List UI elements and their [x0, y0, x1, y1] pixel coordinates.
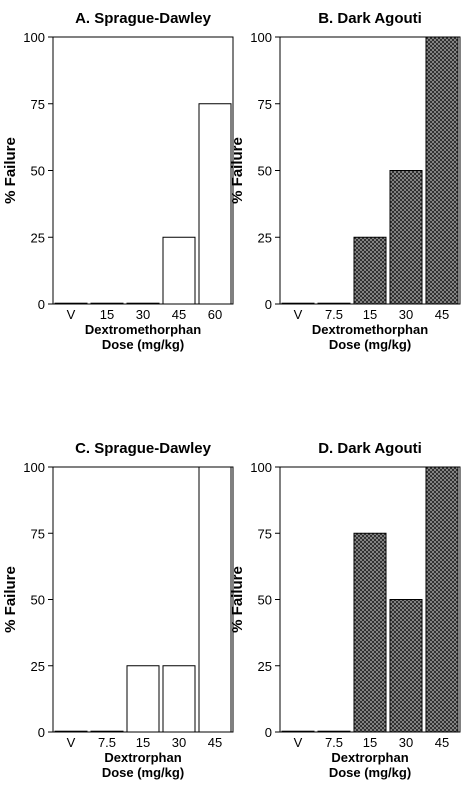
x-tick-label: 60 [208, 307, 222, 322]
x-axis-label: Dextromethorphan [85, 322, 201, 337]
y-tick-label: 75 [31, 97, 45, 112]
y-tick-label: 0 [265, 725, 272, 740]
x-tick-label: V [294, 735, 303, 750]
bar [425, 466, 459, 733]
chart-title: B. Dark Agouti [318, 10, 422, 27]
bar [425, 36, 459, 305]
x-tick-label: 45 [435, 307, 449, 322]
y-axis-label: % Failure [2, 137, 19, 204]
bar [281, 730, 315, 733]
chart-svg: A. Sprague-Dawley 0 25 50 75 100 % Failure V 15 3… [2, 10, 234, 352]
bar [90, 302, 124, 305]
bar [281, 302, 315, 305]
chart-svg: C. Sprague-Dawley 0 25 50 75 100 % Failure V 7.5… [2, 440, 234, 780]
chart-panel-a: A. Sprague-Dawley 0 25 50 75 100 % Failure V 15 3… [0, 0, 237, 370]
y-tick-label: 100 [250, 30, 272, 45]
chart-title: D. Dark Agouti [318, 440, 422, 457]
x-tick-label: 15 [363, 735, 377, 750]
x-tick-label: 45 [435, 735, 449, 750]
x-axis-label: Dextromethorphan [312, 322, 428, 337]
bar [198, 103, 232, 305]
y-tick-label: 0 [38, 297, 45, 312]
bar [389, 599, 423, 733]
bar [353, 236, 387, 305]
x-tick-label: 30 [136, 307, 150, 322]
x-tick-label: V [67, 735, 76, 750]
bar [317, 302, 351, 305]
x-tick-label: 30 [399, 735, 413, 750]
chart-svg: B. Dark Agouti 0 25 50 75 100 % Failure V 7.5 15 3… [229, 10, 461, 352]
y-tick-label: 50 [31, 593, 45, 608]
y-tick-label: 25 [31, 230, 45, 245]
y-tick-label: 75 [258, 97, 272, 112]
x-axis-label: Dose (mg/kg) [102, 765, 184, 780]
x-tick-label: 7.5 [325, 307, 343, 322]
bar [126, 665, 160, 733]
x-tick-label: 7.5 [98, 735, 116, 750]
y-tick-label: 50 [258, 164, 272, 179]
bar [198, 466, 232, 733]
chart-panel-d: D. Dark Agouti 0 25 50 75 100 % Failure V 7.5 15 3… [229, 418, 474, 785]
x-axis-label: Dextrorphan [104, 750, 181, 765]
bar [54, 302, 88, 305]
y-tick-label: 100 [23, 30, 45, 45]
y-tick-label: 25 [258, 659, 272, 674]
y-tick-label: 75 [31, 526, 45, 541]
x-axis-label: Dextrorphan [331, 750, 408, 765]
y-tick-label: 100 [23, 460, 45, 475]
y-tick-label: 100 [250, 460, 272, 475]
chart-title: A. Sprague-Dawley [75, 10, 212, 27]
x-tick-label: 45 [208, 735, 222, 750]
chart-title: C. Sprague-Dawley [75, 440, 212, 457]
y-tick-label: 25 [258, 230, 272, 245]
bar [162, 236, 196, 305]
x-tick-label: 15 [136, 735, 150, 750]
x-axis-label: Dose (mg/kg) [329, 337, 411, 352]
x-tick-label: 15 [363, 307, 377, 322]
bar [54, 730, 88, 733]
y-tick-label: 75 [258, 526, 272, 541]
chart-panel-b: B. Dark Agouti 0 25 50 75 100 % Failure V 7.5 15 3… [229, 0, 474, 370]
x-tick-label: 45 [172, 307, 186, 322]
x-axis-label: Dose (mg/kg) [102, 337, 184, 352]
x-tick-label: 30 [172, 735, 186, 750]
x-tick-label: V [67, 307, 76, 322]
x-tick-label: V [294, 307, 303, 322]
y-axis-label: % Failure [229, 566, 246, 633]
y-tick-label: 0 [38, 725, 45, 740]
bar [317, 730, 351, 733]
bar [353, 532, 387, 733]
y-tick-label: 50 [31, 164, 45, 179]
x-tick-label: 7.5 [325, 735, 343, 750]
bar [162, 665, 196, 733]
bar [90, 730, 124, 733]
y-tick-label: 25 [31, 659, 45, 674]
y-axis-label: % Failure [2, 566, 19, 633]
chart-svg: D. Dark Agouti 0 25 50 75 100 % Failure V 7.5 15 3… [229, 440, 461, 780]
y-axis-label: % Failure [229, 137, 246, 204]
y-tick-label: 0 [265, 297, 272, 312]
x-tick-label: 30 [399, 307, 413, 322]
y-tick-label: 50 [258, 593, 272, 608]
bar [389, 170, 423, 305]
bar [126, 302, 160, 305]
x-tick-label: 15 [100, 307, 114, 322]
x-axis-label: Dose (mg/kg) [329, 765, 411, 780]
chart-panel-c: C. Sprague-Dawley 0 25 50 75 100 % Failure V 7.5… [0, 418, 237, 785]
